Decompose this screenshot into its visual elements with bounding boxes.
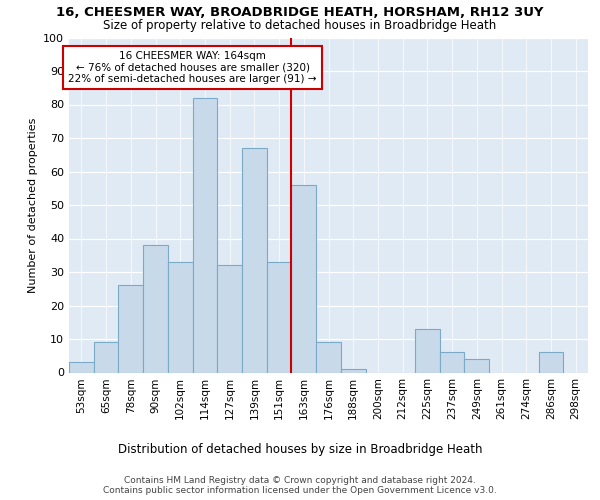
- Text: Size of property relative to detached houses in Broadbridge Heath: Size of property relative to detached ho…: [103, 18, 497, 32]
- Bar: [193, 98, 217, 372]
- Bar: [217, 266, 242, 372]
- Y-axis label: Number of detached properties: Number of detached properties: [28, 118, 38, 292]
- Bar: [143, 245, 168, 372]
- Bar: [242, 148, 267, 372]
- Text: Contains HM Land Registry data © Crown copyright and database right 2024.
Contai: Contains HM Land Registry data © Crown c…: [103, 476, 497, 496]
- Bar: [464, 359, 489, 372]
- Bar: [415, 329, 440, 372]
- Bar: [168, 262, 193, 372]
- Bar: [267, 262, 292, 372]
- Bar: [69, 362, 94, 372]
- Text: Distribution of detached houses by size in Broadbridge Heath: Distribution of detached houses by size …: [118, 442, 482, 456]
- Text: 16 CHEESMER WAY: 164sqm
← 76% of detached houses are smaller (320)
22% of semi-d: 16 CHEESMER WAY: 164sqm ← 76% of detache…: [68, 51, 317, 84]
- Bar: [539, 352, 563, 372]
- Bar: [118, 286, 143, 372]
- Bar: [341, 369, 365, 372]
- Bar: [292, 185, 316, 372]
- Bar: [94, 342, 118, 372]
- Bar: [316, 342, 341, 372]
- Text: 16, CHEESMER WAY, BROADBRIDGE HEATH, HORSHAM, RH12 3UY: 16, CHEESMER WAY, BROADBRIDGE HEATH, HOR…: [56, 6, 544, 19]
- Bar: [440, 352, 464, 372]
